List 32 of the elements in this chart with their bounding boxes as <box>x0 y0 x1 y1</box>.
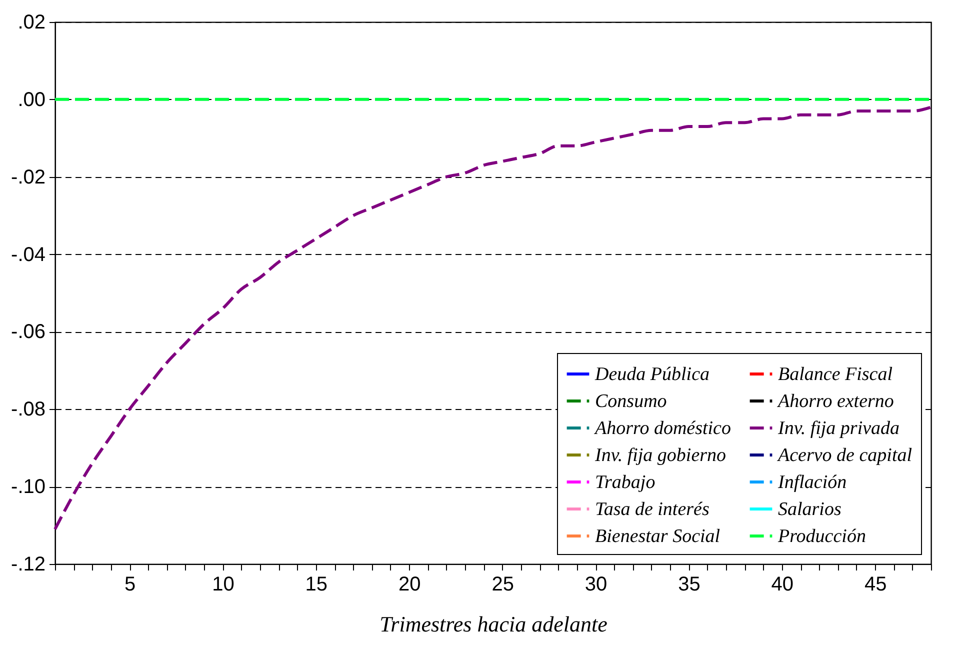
legend-label: Inflación <box>777 472 847 493</box>
legend-label: Deuda Pública <box>594 364 710 385</box>
legend-label: Balance Fiscal <box>778 364 892 385</box>
y-tick-label: -.08 <box>11 398 46 421</box>
y-tick-label: -.04 <box>11 244 46 266</box>
y-tick-label: -.02 <box>11 166 46 188</box>
x-tick-label: 35 <box>678 574 700 596</box>
legend-label: Acervo de capital <box>776 445 912 466</box>
y-tick-label: .02 <box>18 12 46 34</box>
x-tick-label: 45 <box>864 574 887 596</box>
x-axis-title: Trimestres hacia adelante <box>380 612 608 636</box>
y-tick-label: -.12 <box>11 554 46 576</box>
legend-label: Trabajo <box>595 472 656 493</box>
y-tick-label: .00 <box>18 88 46 111</box>
x-tick-label: 30 <box>584 574 608 596</box>
legend-label: Producción <box>777 526 866 547</box>
legend-label: Inv. fija privada <box>777 418 900 439</box>
legend-label: Ahorro doméstico <box>593 418 731 439</box>
x-tick-label: 40 <box>771 574 794 596</box>
legend-label: Tasa de interés <box>595 499 710 520</box>
legend-label: Consumo <box>595 391 667 412</box>
legend-label: Salarios <box>778 499 842 520</box>
y-tick-label: -.10 <box>11 476 46 498</box>
x-tick-label: 5 <box>124 574 136 596</box>
legend-label: Inv. fija gobierno <box>594 445 726 466</box>
y-tick-label: -.06 <box>11 321 46 344</box>
x-tick-label: 20 <box>398 574 421 596</box>
x-tick-label: 25 <box>492 574 514 596</box>
x-tick-label: 10 <box>212 574 234 596</box>
legend-label: Ahorro externo <box>776 391 894 412</box>
x-tick-label: 15 <box>305 574 328 596</box>
legend-label: Bienestar Social <box>595 526 720 547</box>
